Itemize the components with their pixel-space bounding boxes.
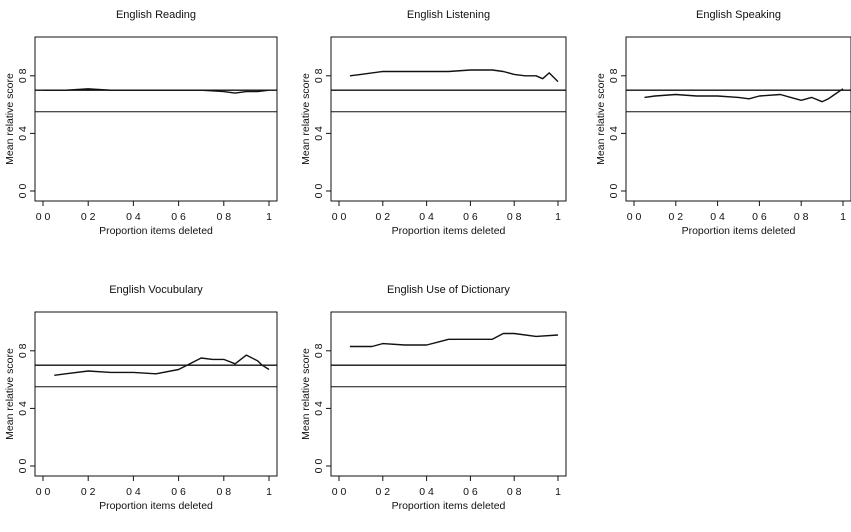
x-tick-label: 0 8 [507, 486, 522, 498]
y-tick-label: 0 8 [313, 68, 325, 83]
y-tick-label: 0 4 [17, 126, 29, 141]
x-tick-label: 0 4 [126, 486, 141, 498]
y-tick-label: 0 4 [608, 126, 620, 141]
y-axis-label: Mean relative score [300, 348, 312, 440]
plot-frame [625, 36, 851, 202]
x-tick-label: 0 0 [332, 211, 347, 223]
series-line [43, 88, 270, 94]
x-tick-label: 0 6 [463, 486, 478, 498]
x-tick-label: 0 8 [216, 486, 231, 498]
x-tick-label: 0 0 [36, 486, 51, 498]
y-tick-label: 0 0 [313, 184, 325, 199]
series-line [644, 88, 844, 103]
y-axis-label: Mean relative score [300, 73, 312, 165]
plot-frame [34, 36, 278, 202]
chart-panel-1: English Reading 0 0 0 2 0 4 0 6 0 8 1 Proportio… [4, 9, 278, 237]
x-axis-label: Proportion items deleted [99, 500, 213, 512]
chart-panel-2: English Listening 0 0 0 2 0 4 0 6 0 8 1 Proport… [300, 9, 567, 237]
chart-panel-3: English Speaking 0 0 0 2 0 4 0 6 0 8 1 Proporti… [595, 9, 851, 237]
x-tick-label: 1 [555, 211, 561, 223]
x-tick-label: 0 2 [375, 486, 390, 498]
x-tick-label: 0 2 [668, 211, 683, 223]
series-line [54, 354, 270, 376]
chart-title: English Listening [407, 9, 490, 21]
x-tick-label: 1 [266, 486, 272, 498]
x-tick-label: 0 8 [794, 211, 809, 223]
y-tick-label: 0 0 [17, 184, 29, 199]
x-tick-label: 0 8 [216, 211, 231, 223]
y-axis-label: Mean relative score [4, 348, 16, 440]
y-axis-label: Mean relative score [4, 73, 16, 165]
y-tick-label: 0 8 [313, 343, 325, 358]
x-tick-label: 0 0 [627, 211, 642, 223]
y-tick-label: 0 0 [17, 459, 29, 474]
y-tick-label: 0 0 [313, 459, 325, 474]
y-tick-label: 0 8 [17, 343, 29, 358]
y-tick-label: 0 4 [313, 401, 325, 416]
x-axis-label: Proportion items deleted [392, 500, 506, 512]
plot-frame [330, 36, 567, 202]
x-axis-label: Proportion items deleted [99, 225, 213, 237]
x-tick-label: 0 4 [419, 211, 434, 223]
series-line [349, 332, 559, 348]
y-tick-label: 0 4 [17, 401, 29, 416]
y-tick-label: 0 4 [313, 126, 325, 141]
x-tick-label: 0 4 [710, 211, 725, 223]
x-tick-label: 0 0 [332, 486, 347, 498]
chart-title: English Use of Dictionary [387, 284, 510, 296]
x-axis-label: Proportion items deleted [392, 225, 506, 237]
y-axis-label: Mean relative score [595, 73, 607, 165]
y-tick-label: 0 8 [608, 68, 620, 83]
x-tick-label: 0 0 [36, 211, 51, 223]
x-tick-label: 0 6 [752, 211, 767, 223]
plot-frame [34, 311, 278, 477]
x-tick-label: 0 8 [507, 211, 522, 223]
plot-frame [330, 311, 567, 477]
chart-panel-5: English Use of Dictionary 0 0 0 2 0 4 0 6 0 8… [300, 284, 567, 512]
x-tick-label: 0 6 [463, 211, 478, 223]
x-tick-label: 0 2 [81, 211, 96, 223]
x-tick-label: 0 4 [419, 486, 434, 498]
chart-title: English Speaking [696, 9, 781, 21]
y-tick-label: 0 8 [17, 68, 29, 83]
chart-title: English Reading [116, 9, 196, 21]
x-tick-label: 1 [840, 211, 846, 223]
x-tick-label: 0 4 [126, 211, 141, 223]
x-tick-label: 0 2 [81, 486, 96, 498]
chart-panel-4: English Vocubulary 0 0 0 2 0 4 0 6 0 8 1 Propor… [4, 284, 278, 512]
x-tick-label: 0 6 [171, 211, 186, 223]
chart-title: English Vocubulary [109, 284, 203, 296]
x-tick-label: 0 6 [171, 486, 186, 498]
x-tick-label: 1 [555, 486, 561, 498]
x-tick-label: 1 [266, 211, 272, 223]
y-tick-label: 0 0 [608, 184, 620, 199]
x-axis-label: Proportion items deleted [682, 225, 796, 237]
x-tick-label: 0 2 [375, 211, 390, 223]
series-line [349, 69, 559, 83]
